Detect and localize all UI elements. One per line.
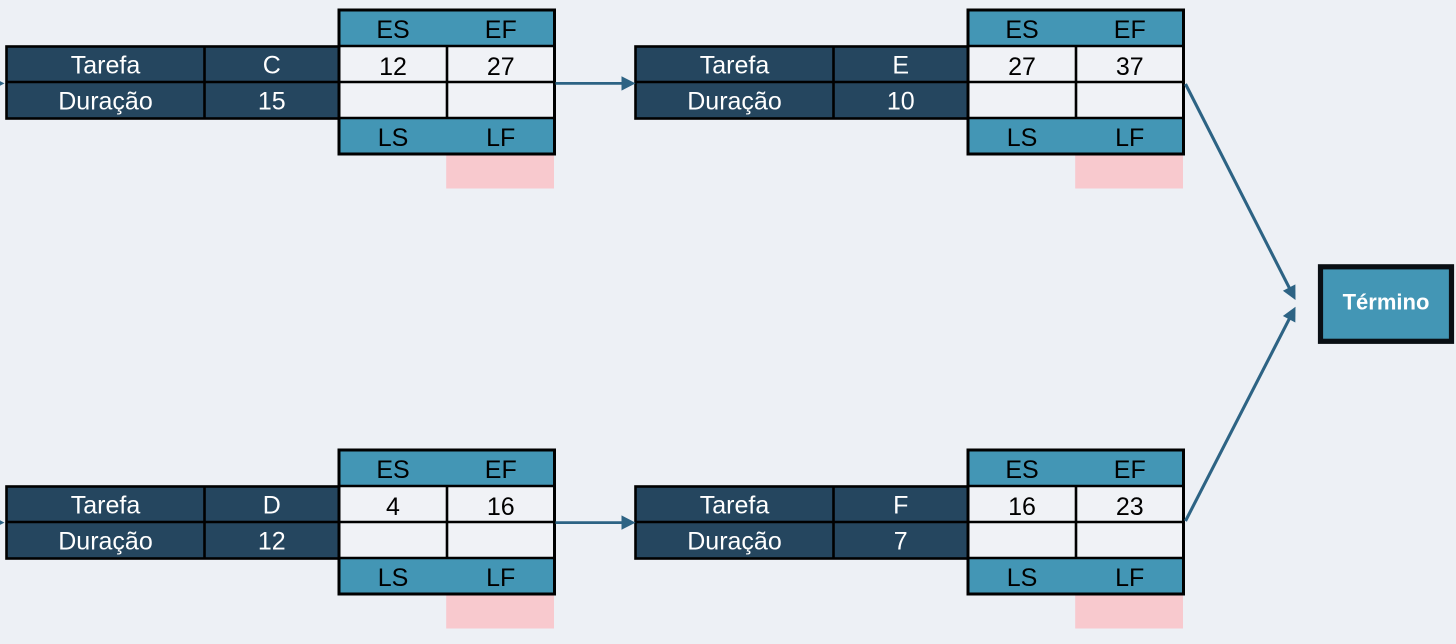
- svg-text:27: 27: [487, 53, 515, 81]
- svg-text:4: 4: [386, 493, 400, 521]
- svg-text:16: 16: [1008, 493, 1036, 521]
- svg-text:LS: LS: [378, 564, 409, 592]
- svg-text:Tarefa: Tarefa: [700, 52, 770, 80]
- svg-text:Duração: Duração: [687, 528, 782, 556]
- svg-text:Término: Término: [1343, 289, 1430, 314]
- svg-text:Duração: Duração: [687, 88, 782, 116]
- svg-text:LF: LF: [1115, 564, 1144, 592]
- svg-text:LS: LS: [378, 124, 409, 152]
- svg-text:LS: LS: [1007, 124, 1038, 152]
- svg-text:15: 15: [258, 88, 286, 116]
- svg-text:C: C: [263, 52, 281, 80]
- svg-text:E: E: [892, 52, 909, 80]
- svg-text:ES: ES: [376, 16, 409, 44]
- svg-text:LF: LF: [1115, 124, 1144, 152]
- svg-text:ES: ES: [376, 456, 409, 484]
- svg-text:ES: ES: [1005, 16, 1038, 44]
- svg-text:10: 10: [887, 88, 915, 116]
- svg-text:7: 7: [894, 528, 908, 556]
- svg-text:LS: LS: [1007, 564, 1038, 592]
- svg-text:Duração: Duração: [58, 528, 153, 556]
- svg-text:EF: EF: [485, 16, 517, 44]
- svg-text:Duração: Duração: [58, 88, 153, 116]
- svg-text:ES: ES: [1005, 456, 1038, 484]
- svg-text:LF: LF: [486, 124, 515, 152]
- svg-text:12: 12: [379, 53, 407, 81]
- svg-text:LF: LF: [486, 564, 515, 592]
- svg-text:EF: EF: [1114, 456, 1146, 484]
- svg-text:16: 16: [487, 493, 515, 521]
- svg-text:23: 23: [1116, 493, 1144, 521]
- svg-text:27: 27: [1008, 53, 1036, 81]
- svg-text:37: 37: [1116, 53, 1144, 81]
- svg-text:D: D: [263, 492, 281, 520]
- svg-text:F: F: [893, 492, 908, 520]
- svg-text:12: 12: [258, 528, 286, 556]
- svg-text:EF: EF: [485, 456, 517, 484]
- svg-text:Tarefa: Tarefa: [71, 52, 141, 80]
- svg-text:Tarefa: Tarefa: [700, 492, 770, 520]
- svg-text:Tarefa: Tarefa: [71, 492, 141, 520]
- svg-text:EF: EF: [1114, 16, 1146, 44]
